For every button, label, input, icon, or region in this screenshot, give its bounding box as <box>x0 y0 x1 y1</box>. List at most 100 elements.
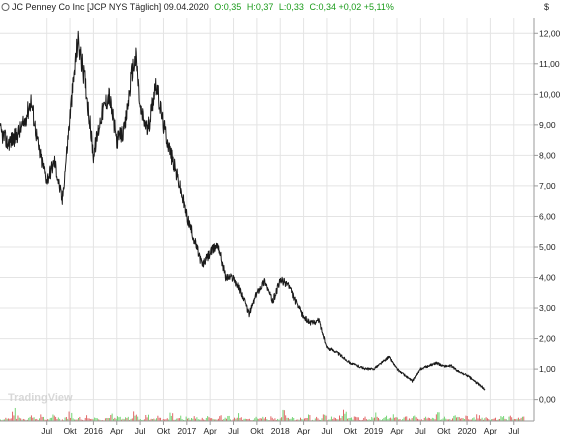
volume-bar <box>110 414 112 421</box>
volume-bar <box>477 418 479 421</box>
volume-bar <box>119 416 121 421</box>
volume-bar <box>223 418 225 421</box>
volume-bar <box>36 418 38 421</box>
volume-bar <box>411 418 413 421</box>
volume-bar <box>227 415 229 421</box>
volume-bar <box>365 419 367 421</box>
volume-bar <box>196 417 198 421</box>
volume-bar <box>13 415 15 421</box>
volume-bar <box>523 416 525 421</box>
volume-bar <box>504 418 506 421</box>
volume-bar <box>434 419 436 421</box>
price-axis[interactable]: 12,00 11,00 10,00 9,00 8,00 7,00 6,00 5,00 4,00 3… <box>534 28 561 405</box>
volume-bar <box>293 417 295 421</box>
volume-bar <box>189 419 191 421</box>
volume-bar <box>67 418 69 421</box>
x-tick-label: 2020 <box>458 426 477 435</box>
volume-bar <box>286 417 288 421</box>
volume-bar <box>511 417 513 421</box>
volume-bar <box>336 419 338 421</box>
volume-bar <box>137 416 139 421</box>
volume-bar <box>108 418 110 421</box>
volume-bar <box>384 417 386 421</box>
volume-bar <box>44 419 46 421</box>
volume-bar <box>295 419 297 421</box>
volume-bar <box>304 418 305 421</box>
volume-bar <box>413 416 414 421</box>
volume-bar <box>282 409 284 421</box>
volume-bar <box>364 416 366 421</box>
volume-bar <box>232 419 234 421</box>
volume-bar <box>177 418 179 421</box>
volume-bar <box>474 419 476 421</box>
volume-bar <box>185 416 187 421</box>
volume-bar <box>349 417 351 421</box>
volume-bar <box>139 419 141 421</box>
volume-bar <box>438 412 440 421</box>
volume-bar <box>465 415 467 421</box>
x-tick-label: Apr <box>110 426 123 435</box>
volume-bar <box>170 415 172 421</box>
volume-bar <box>90 419 92 421</box>
volume-bar <box>98 419 100 421</box>
volume-bar <box>168 419 170 421</box>
volume-bar <box>106 417 108 421</box>
volume-bar <box>258 418 260 421</box>
volume-bar <box>357 417 359 421</box>
volume-bar <box>446 419 448 421</box>
volume-bar <box>513 418 515 421</box>
volume-bar <box>145 415 147 421</box>
volume-bar <box>341 416 343 421</box>
volume-bar <box>297 419 299 421</box>
volume-bar <box>445 418 447 421</box>
volume-bar <box>379 419 381 421</box>
volume-bar <box>497 419 499 421</box>
y-tick-label: 3,00 <box>539 303 556 313</box>
volume-bar <box>213 419 215 421</box>
volume-bar <box>117 416 118 421</box>
tradingview-watermark: TradingView <box>8 392 73 404</box>
volume-bar <box>131 418 133 421</box>
volume-bar <box>41 416 43 421</box>
volume-bars <box>0 407 525 421</box>
volume-bar <box>199 419 201 421</box>
volume-bar <box>20 418 22 421</box>
volume-bar <box>480 418 482 421</box>
volume-bar <box>263 418 265 421</box>
volume-bar <box>266 419 268 421</box>
volume-bar <box>68 411 70 421</box>
volume-bar <box>321 418 323 421</box>
svg-text:JC Penney Co Inc [JCP NYS Tägl: JC Penney Co Inc [JCP NYS Täglich] 09.04… <box>12 2 394 12</box>
x-tick-label: Jul <box>508 426 519 435</box>
volume-bar <box>340 418 342 421</box>
volume-bar <box>300 417 301 421</box>
volume-bar <box>135 414 137 421</box>
volume-bar <box>212 418 214 421</box>
x-tick-label: Okt <box>157 426 171 435</box>
volume-bar <box>441 419 443 421</box>
volume-bar <box>51 417 53 421</box>
volume-bar <box>517 417 519 421</box>
volume-bar <box>217 418 219 421</box>
volume-bar <box>188 417 190 421</box>
volume-bar <box>26 419 28 421</box>
volume-bar <box>466 416 468 421</box>
volume-bar <box>283 410 285 421</box>
x-tick-label: 2016 <box>84 426 103 435</box>
volume-bar <box>361 419 363 421</box>
y-tick-label: 0,00 <box>539 395 556 405</box>
volume-bar <box>142 419 144 421</box>
x-tick-label: Apr <box>484 426 497 435</box>
volume-bar <box>332 418 334 421</box>
time-axis[interactable]: Jul Okt 2016 Apr Jul Okt 2017 Apr Jul Okt 2018 Apr J… <box>41 421 519 435</box>
x-tick-label: Jul <box>135 426 146 435</box>
volume-bar <box>45 419 47 421</box>
x-tick-label: 2019 <box>364 426 383 435</box>
volume-bar <box>322 414 324 421</box>
volume-bar <box>244 418 246 421</box>
volume-bar <box>410 419 412 421</box>
volume-bar <box>337 419 339 421</box>
info-icon[interactable] <box>1 3 10 11</box>
volume-bar <box>56 419 58 421</box>
